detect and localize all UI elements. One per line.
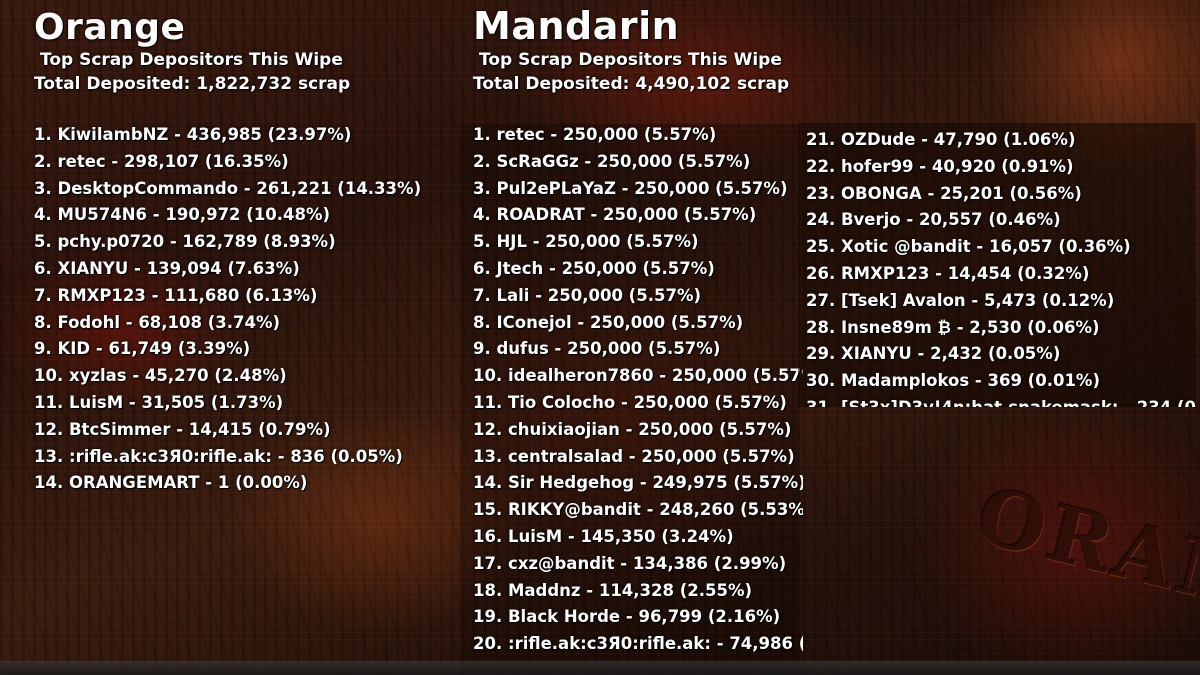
list-item: 8. Fodohl - 68,108 (3.74%) (34, 312, 281, 332)
list-item: 19. Black Horde - 96,799 (2.16%) (473, 607, 781, 627)
list-item: 14. ORANGEMART - 1 (0.00%) (34, 473, 308, 493)
list-item: 31. [St3x]D3v!4n:hat.snakemask: - 234 (0… (806, 395, 1196, 407)
list-item: 6. Jtech - 250,000 (5.57%) (473, 258, 715, 278)
list-item: 29. XIANYU - 2,432 (0.05%) (806, 344, 1061, 364)
list-item: 28. Insne89m ₿ - 2,530 (0.06%) (806, 317, 1100, 337)
list-item: 24. Bverjo - 20,557 (0.46%) (806, 210, 1061, 230)
list-item: 26. RMXP123 - 14,454 (0.32%) (806, 263, 1090, 283)
list-item: 11. Tio Colocho - 250,000 (5.57%) (473, 392, 787, 412)
mandarin-server-panel: Mandarin Top Scrap Depositors This Wipe … (473, 4, 803, 658)
list-item: 30. Madamplokos - 369 (0.01%) (806, 371, 1101, 391)
list-item: 7. Lali - 250,000 (5.57%) (473, 285, 702, 305)
list-item: 9. dufus - 250,000 (5.57%) (473, 339, 721, 359)
mandarin-server-title: Mandarin (473, 4, 680, 48)
list-item: 25. Xotic @bandit - 16,057 (0.36%) (806, 237, 1131, 257)
list-item: 13. :rifle.ak:c3Я0:rifle.ak: - 836 (0.05… (34, 446, 403, 466)
list-item: 18. Maddnz - 114,328 (2.55%) (473, 580, 753, 600)
mandarin-subtitle: Top Scrap Depositors This Wipe (479, 50, 782, 70)
list-item: 21. OZDude - 47,790 (1.06%) (806, 130, 1076, 149)
list-item: 3. Pul2ePLaYaZ - 250,000 (5.57%) (473, 178, 788, 198)
list-item: 5. HJL - 250,000 (5.57%) (473, 232, 699, 252)
orange-server-panel: Orange Top Scrap Depositors This Wipe To… (34, 8, 454, 497)
list-item: 12. BtcSimmer - 14,415 (0.79%) (34, 419, 331, 439)
list-item: 22. hofer99 - 40,920 (0.91%) (806, 156, 1074, 176)
list-item: 5. pchy.p0720 - 162,789 (8.93%) (34, 232, 336, 252)
list-item: 10. xyzlas - 45,270 (2.48%) (34, 366, 287, 386)
mandarin-depositor-list: 1. retec - 250,000 (5.57%) 2. ScRaGGz - … (473, 122, 803, 658)
list-item: 1. retec - 250,000 (5.57%) (473, 125, 717, 144)
list-item: 2. ScRaGGz - 250,000 (5.57%) (473, 151, 751, 171)
list-item: 4. ROADRAT - 250,000 (5.57%) (473, 205, 757, 225)
list-item: 11. LuisM - 31,505 (1.73%) (34, 392, 284, 412)
list-item: 16. LuisM - 145,350 (3.24%) (473, 526, 734, 546)
orange-subtitle: Top Scrap Depositors This Wipe (40, 50, 343, 70)
list-item: 8. IConejol - 250,000 (5.57%) (473, 312, 744, 332)
list-item: 17. cxz@bandit - 134,386 (2.99%) (473, 553, 787, 573)
list-item: 20. :rifle.ak:c3Я0:rifle.ak: - 74,986 (1… (473, 634, 803, 654)
list-item: 9. KID - 61,749 (3.39%) (34, 339, 251, 359)
list-item: 10. idealheron7860 - 250,000 (5.57%) (473, 366, 803, 386)
list-item: 1. KiwilambNZ - 436,985 (23.97%) (34, 125, 352, 144)
list-item: 27. [Tsek] Avalon - 5,473 (0.12%) (806, 290, 1115, 310)
list-item: 2. retec - 298,107 (16.35%) (34, 151, 289, 171)
mandarin-total-deposited: Total Deposited: 4,490,102 scrap (473, 74, 790, 94)
bottom-frame-bar (0, 661, 1200, 675)
orange-total-deposited: Total Deposited: 1,822,732 scrap (34, 74, 351, 94)
orange-depositor-list: 1. KiwilambNZ - 436,985 (23.97%) 2. rete… (34, 122, 454, 497)
list-item: 7. RMXP123 - 111,680 (6.13%) (34, 285, 318, 305)
list-item: 6. XIANYU - 139,094 (7.63%) (34, 258, 300, 278)
list-item: 4. MU574N6 - 190,972 (10.48%) (34, 205, 331, 225)
orange-server-title: Orange (34, 7, 186, 48)
mandarin-depositor-list-continued: 21. OZDude - 47,790 (1.06%) 22. hofer99 … (806, 127, 1196, 407)
mandarin-list-continued-panel: 21. OZDude - 47,790 (1.06%) 22. hofer99 … (798, 123, 1196, 407)
list-item: 3. DesktopCommando - 261,221 (14.33%) (34, 178, 422, 198)
orange-brand-watermark: ORANG (967, 470, 1200, 644)
list-item: 15. RIKKY@bandit - 248,260 (5.53%) (473, 500, 803, 520)
list-item: 13. centralsalad - 250,000 (5.57%) (473, 446, 795, 466)
list-item: 14. Sir Hedgehog - 249,975 (5.57%) (473, 473, 803, 493)
mandarin-list-backdrop (460, 124, 800, 675)
list-item: 23. OBONGA - 25,201 (0.56%) (806, 183, 1082, 203)
list-item: 12. chuixiaojian - 250,000 (5.57%) (473, 419, 792, 439)
